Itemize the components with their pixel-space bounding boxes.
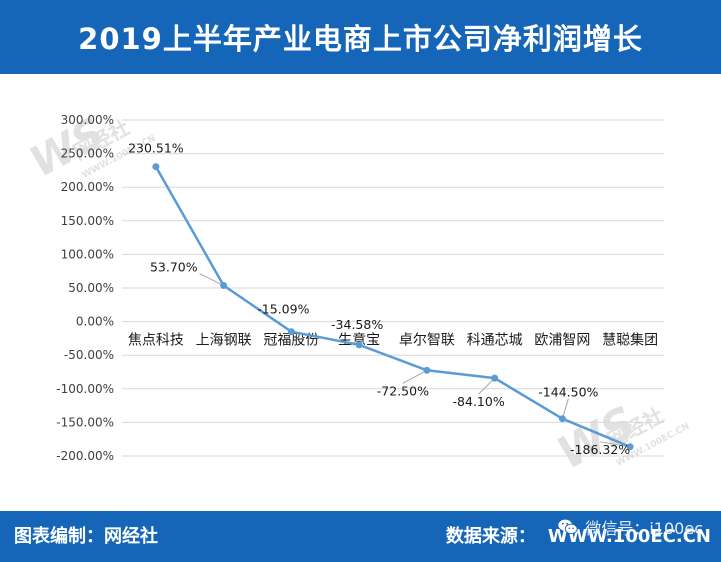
data-point [152, 163, 160, 171]
y-tick-label: -150.00% [56, 415, 114, 429]
leader-line [600, 441, 631, 448]
data-label: -144.50% [538, 385, 598, 400]
footer-bar: 图表编制：网经社 数据来源： WWW.100EC.CN 微信号：i100ec [0, 511, 721, 562]
chart-title: 2019上半年产业电商上市公司净利润增长 [78, 22, 643, 56]
y-tick-label: 250.00% [61, 147, 114, 161]
x-category-label: 欧浦智网 [534, 333, 590, 349]
data-label: -72.50% [377, 383, 429, 398]
x-category-label: 上海钢联 [196, 333, 252, 349]
data-label: -84.10% [453, 394, 505, 409]
data-source: 数据来源： WWW.100EC.CN [446, 511, 711, 562]
chart-compiler: 图表编制：网经社 [14, 526, 158, 547]
data-point [355, 341, 363, 349]
x-category-label: 卓尔智联 [399, 333, 455, 349]
data-label: -15.09% [257, 302, 309, 317]
x-category-label: 慧聪集团 [602, 332, 658, 349]
gridlines [122, 119, 664, 457]
data-label: 53.70% [150, 260, 198, 275]
data-point [423, 366, 431, 374]
wechat-id: 微信号：i100ec [557, 515, 703, 539]
data-point [287, 328, 295, 336]
data-labels: 230.51% 53.70% -15.09% -34.58% -72.50% -84.10… [128, 141, 630, 457]
data-label: -34.58% [331, 317, 383, 332]
data-label: -186.32% [570, 442, 630, 457]
data-point [220, 282, 228, 290]
wechat-icon [558, 519, 578, 535]
series-line [154, 166, 631, 448]
y-tick-label: 300.00% [61, 113, 114, 127]
y-tick-label: -50.00% [64, 348, 114, 362]
y-tick-label: -200.00% [56, 449, 114, 463]
x-category-label: 科通芯城 [467, 333, 523, 349]
y-tick-label: 0.00% [76, 315, 114, 329]
y-tick-label: -100.00% [56, 382, 114, 396]
x-category-label: 冠福股份 [263, 333, 319, 349]
x-category-label: 焦点科技 [128, 333, 184, 349]
y-axis: 300.00% 250.00% 200.00% 150.00% 100.00% 50.00… [56, 113, 114, 463]
data-source-url: WWW.100EC.CN [547, 526, 711, 547]
watermark-logo-right: WS 网经社 WWW.100EC.CN [549, 397, 691, 480]
y-tick-label: 100.00% [61, 247, 114, 261]
leader-line [199, 273, 224, 286]
x-axis-categories: 焦点科技 上海钢联 冠福股份 生意宝 卓尔智联 科通芯城 欧浦智网 慧聪集团 [128, 332, 658, 349]
wechat-id-text: 微信号：i100ec [585, 519, 703, 538]
data-point [626, 443, 634, 451]
leader-line [478, 377, 495, 395]
y-tick-label: 50.00% [68, 281, 114, 295]
line-chart: WS 网经社 WWW.100EC.CN WS 网经社 WWW.100EC.CN … [22, 108, 692, 480]
title-banner: 2019上半年产业电商上市公司净利润增长 [0, 0, 721, 74]
y-tick-label: 200.00% [61, 180, 114, 194]
data-point [558, 415, 566, 423]
y-tick-label: 150.00% [61, 214, 114, 228]
x-category-label: 生意宝 [338, 332, 380, 349]
leader-line [402, 369, 428, 384]
data-point [491, 374, 499, 382]
data-source-label: 数据来源： [445, 526, 536, 547]
data-label: 230.51% [128, 141, 184, 156]
data-points [152, 163, 634, 451]
